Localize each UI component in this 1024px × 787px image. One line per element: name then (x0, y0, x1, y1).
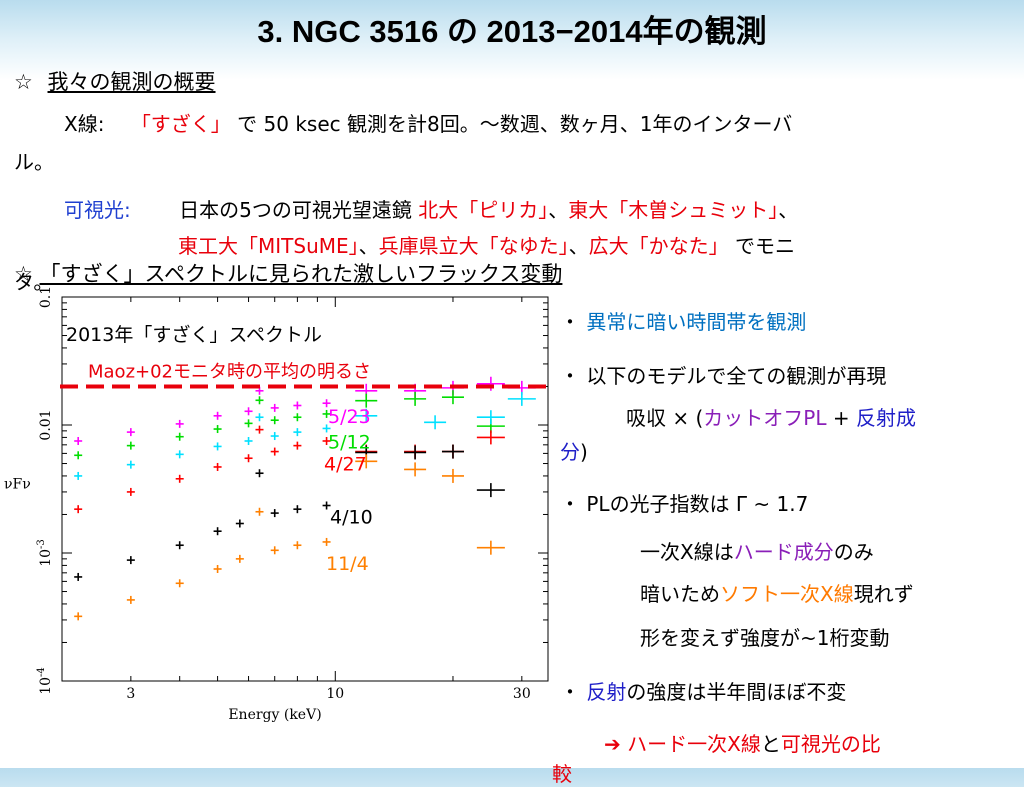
model-formula-2: 分) (560, 436, 588, 465)
bullet-reflection: ・ 反射の強度は半年間ほぼ不変 (560, 676, 846, 705)
formula-reflection-2: 分 (560, 440, 580, 464)
y-tick-label: 10-4 (36, 667, 54, 695)
text: 一次X線は (640, 540, 734, 564)
separator: 、 (568, 234, 589, 258)
series-label: 5/12 (328, 431, 371, 453)
bullet-mark: ・ (560, 310, 580, 334)
text: のみ (833, 540, 874, 564)
reflection-word: 反射 (586, 680, 627, 704)
formula-post: ) (580, 440, 588, 464)
hard-primary: ハード一次X線 (627, 732, 761, 756)
soft-component: ソフト一次X線 (720, 582, 854, 606)
and: と (760, 732, 781, 756)
xray-label: X線: (64, 112, 105, 136)
formula-reflection: 反射成 (855, 406, 916, 430)
xray-line-2: ル。 (14, 150, 54, 174)
section-spectra-heading: 「すざく」スペクトルに見られた激しいフラックス変動 (39, 262, 563, 286)
x-tick-label: 30 (513, 686, 531, 702)
separator: 、 (358, 234, 379, 258)
bullet-text: の強度は半年間ほぼ不変 (626, 680, 847, 704)
star-icon: ☆ (14, 262, 33, 286)
slide-title: 3. NGC 3516 の 2013−2014年の観測 (257, 14, 767, 49)
optical-text: 日本の5つの可視光望遠鏡 (179, 198, 412, 222)
bullet-text: 以下のモデルで全ての観測が再現 (586, 364, 887, 388)
conclusion: ➔ ハード一次X線と可視光の比 (604, 728, 881, 757)
telescope-pirika: 北大「ピリカ」 (418, 198, 549, 222)
y-tick-label: 0.01 (38, 409, 54, 440)
reference-annotation: Maoz+02モニタ時の平均の明るさ (88, 361, 371, 382)
plot-frame (61, 296, 549, 682)
bullet-mark: ・ (560, 492, 580, 516)
xray-text: で 50 ksec 観測を計8回。～数週、数ヶ月、1年のインターバ (237, 112, 793, 136)
bullet-text: PLの光子指数は Γ ~ 1.7 (586, 492, 809, 516)
formula-plus: + (826, 406, 856, 430)
arrow-icon: ➔ (604, 732, 621, 756)
telescope-mitsume: 東工大「MITSuME」 (178, 234, 359, 258)
optical-end: でモニ (735, 234, 795, 258)
series-label: 4/27 (324, 454, 367, 476)
bullet-photon-index: ・ PLの光子指数は Γ ~ 1.7 (560, 488, 808, 517)
hard-only: 一次X線はハード成分のみ (640, 536, 874, 565)
series-label: 5/23 (328, 406, 371, 428)
bullet-model: ・ 以下のモデルで全ての観測が再現 (560, 360, 886, 389)
y-tick-label: 10-3 (36, 539, 54, 567)
x-axis-label: Energy (keV) (228, 707, 321, 723)
star-icon: ☆ (14, 70, 33, 94)
separator: 、 (778, 198, 799, 222)
separator: 、 (548, 198, 569, 222)
soft-absent: 暗いためソフト一次X線現れず (640, 578, 914, 607)
text: 現れず (853, 582, 914, 606)
bullet-mark: ・ (560, 680, 580, 704)
telescope-nayuta: 兵庫県立大「なゆた」 (378, 234, 569, 258)
text: 暗いため (640, 582, 720, 606)
comparison: の比 (840, 732, 881, 756)
xray-line: X線: 「すざく」 で 50 ksec 観測を計8回。～数週、数ヶ月、1年のイン… (64, 108, 792, 137)
bullet-text: 異常に暗い時間帯を観測 (586, 310, 807, 334)
chart-title: 2013年「すざく」スペクトル (66, 323, 322, 346)
x-tick-label: 3 (126, 686, 135, 702)
model-formula: 吸収 × (カットオフPL + 反射成 (626, 402, 916, 431)
conclusion-2: 較 (552, 762, 572, 786)
optical-line: 可視光: 日本の5つの可視光望遠鏡 北大「ピリカ」、東大「木曽シュミット」、 (64, 194, 798, 223)
bullet-dark-period: ・ 異常に暗い時間帯を観測 (560, 306, 806, 335)
spectra-chart: 3 10 30 10-4 10-3 0.01 0.1 Energy (keV) νFν 2013年… (4, 286, 549, 723)
series-label: 4/10 (330, 506, 373, 528)
y-axis-label: νFν (4, 476, 31, 492)
optical-label: 可視光: (64, 198, 131, 222)
telescope-kanata: 広大「かなた」 (588, 234, 729, 258)
section-overview-heading: 我々の観測の概要 (47, 70, 216, 94)
telescope-kiso: 東大「木曽シュミット」 (568, 198, 779, 222)
optical: 可視光 (780, 732, 841, 756)
formula-pre: 吸収 × ( (626, 406, 704, 430)
intensity-variation: 形を変えず強度が~1桁変動 (640, 626, 890, 650)
bullet-mark: ・ (560, 364, 580, 388)
section-spectra: ☆ 「すざく」スペクトルに見られた激しいフラックス変動 (14, 258, 562, 288)
x-tick-label: 10 (326, 686, 344, 702)
y-tick-label: 0.1 (38, 286, 54, 308)
section-overview: ☆ 我々の観測の概要 (14, 66, 216, 96)
hard-component: ハード成分 (733, 540, 834, 564)
optical-line-2: 東工大「MITSuME」、兵庫県立大「なゆた」、広大「かなた」 でモニ (178, 230, 795, 259)
optical-line-3: タ。 (14, 270, 54, 294)
suzaku-name: 「すざく」 (130, 112, 231, 136)
formula-cutoff: カットオフPL (703, 406, 827, 430)
series-label: 11/4 (326, 553, 369, 575)
